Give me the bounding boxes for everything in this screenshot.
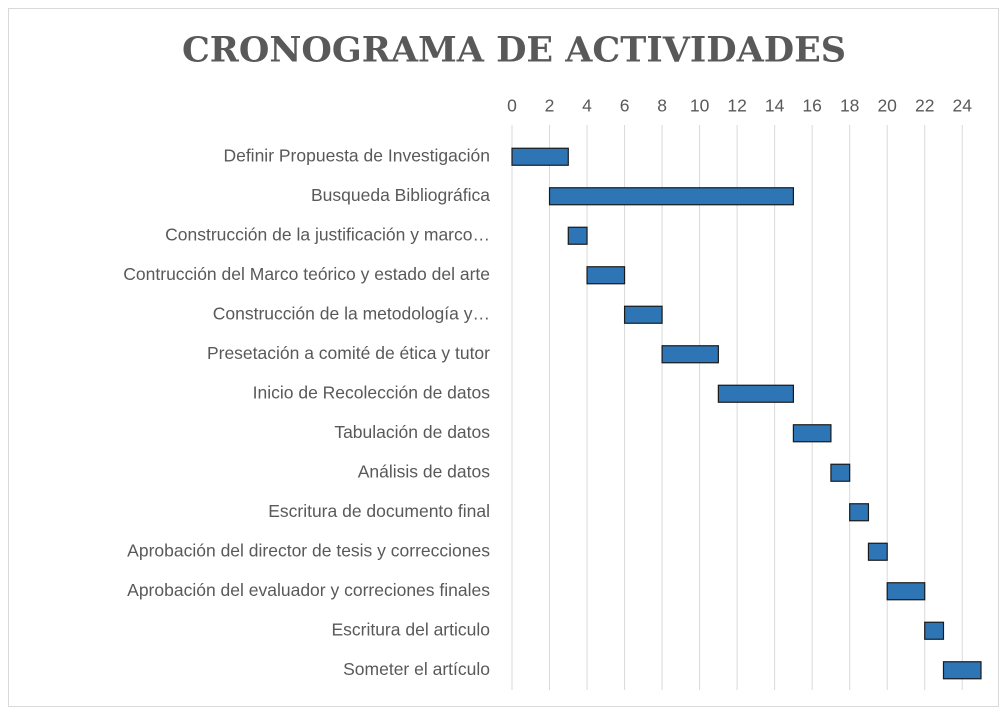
bar [623, 305, 663, 324]
y-tick-label: Aprobación del evaluador y correciones f… [127, 580, 490, 600]
bar [867, 542, 888, 561]
x-tick-label: 14 [765, 96, 785, 116]
y-tick-label: Busqueda Bibliográfica [311, 185, 490, 205]
bar [792, 424, 832, 443]
chart-title: CRONOGRAMA DE ACTIVIDADES [182, 30, 846, 71]
x-tick-label: 8 [657, 96, 667, 116]
y-tick-label: Inicio de Recolección de datos [253, 382, 491, 402]
y-tick-label: Aprobación del director de tesis y corre… [127, 540, 490, 560]
chart-frame [8, 8, 999, 707]
y-tick-label: Someter el artículo [343, 659, 490, 679]
bar [548, 187, 795, 206]
x-tick-label: 2 [545, 96, 555, 116]
x-tick-label: 12 [727, 96, 746, 116]
bar [942, 661, 982, 680]
y-tick-label: Tabulación de datos [334, 422, 490, 442]
y-tick-label: Definir Propuesta de Investigación [223, 145, 490, 165]
x-tick-label: 24 [953, 96, 973, 116]
y-tick-label: Contrucción del Marco teórico y estado d… [123, 264, 490, 284]
bar [567, 226, 588, 245]
x-tick-label: 18 [840, 96, 859, 116]
y-tick-label: Presetación a comité de ética y tutor [207, 343, 490, 363]
bar [586, 266, 626, 285]
bar [717, 384, 794, 403]
y-tick-label: Escritura del articulo [331, 619, 490, 639]
x-tick-label: 16 [802, 96, 821, 116]
bar [830, 463, 851, 482]
bar [886, 582, 926, 601]
y-tick-label: Análisis de datos [358, 461, 491, 481]
x-tick-label: 0 [507, 96, 517, 116]
x-tick-label: 4 [582, 96, 592, 116]
x-tick-label: 6 [620, 96, 630, 116]
y-tick-label: Construcción de la justificación y marco… [165, 224, 490, 244]
bar [849, 503, 870, 522]
bar [924, 621, 945, 640]
x-tick-label: 10 [690, 96, 710, 116]
y-tick-label: Construcción de la metodología y… [213, 303, 490, 323]
x-tick-label: 22 [915, 96, 934, 116]
x-tick-label: 20 [877, 96, 897, 116]
bar [661, 345, 719, 364]
bar [511, 147, 569, 166]
y-tick-label: Escritura de documento final [268, 501, 490, 521]
